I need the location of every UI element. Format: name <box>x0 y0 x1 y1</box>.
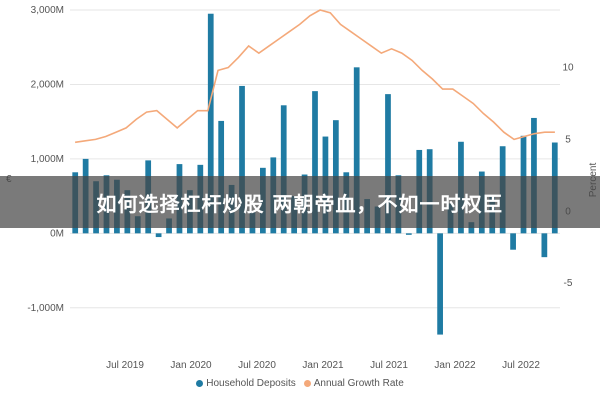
banner-text: 如何选择杠杆炒股 两朝帝血，不如一时权臣 <box>96 191 504 216</box>
bar-household-deposits <box>155 233 162 238</box>
y-left-tick-label: -1,000M <box>27 303 64 314</box>
legend-label: Annual Growth Rate <box>313 378 404 389</box>
legend-label: Household Deposits <box>206 378 296 389</box>
x-tick-label: Jan 2022 <box>434 360 476 371</box>
bar-household-deposits <box>353 67 360 234</box>
bar-household-deposits <box>385 94 391 234</box>
x-tick-label: Jul 2021 <box>370 360 408 371</box>
line-annual-growth-rate <box>74 9 555 144</box>
y-right-tick-label: -5 <box>564 278 573 289</box>
bar-household-deposits <box>405 233 412 235</box>
y-right-tick-label: 10 <box>562 63 574 74</box>
legend-swatch <box>303 380 311 387</box>
bar-household-deposits <box>437 233 443 335</box>
x-tick-label: Jan 2021 <box>302 360 344 371</box>
y-left-tick-label: 1,000M <box>31 154 64 165</box>
bar-household-deposits <box>207 13 214 234</box>
y-right-tick-label: 5 <box>565 134 571 145</box>
bar-household-deposits <box>541 233 548 258</box>
bar-household-deposits <box>510 233 516 250</box>
legend-item: Annual Growth Rate <box>303 378 404 389</box>
y-left-tick-label: 0M <box>50 228 64 239</box>
overlay-banner: 如何选择杠杆炒股 两朝帝血，不如一时权臣 <box>0 176 600 228</box>
bar-household-deposits <box>239 85 245 234</box>
y-left-tick-label: 2,000M <box>31 79 64 90</box>
x-tick-label: Jul 2020 <box>238 360 276 371</box>
x-tick-label: Jul 2019 <box>106 360 144 371</box>
bar-household-deposits <box>312 91 318 234</box>
x-tick-label: Jul 2022 <box>502 360 540 371</box>
legend-item: Household Deposits <box>196 378 296 389</box>
bar-household-deposits <box>531 117 537 234</box>
legend: Household Deposits Annual Growth Rate <box>0 378 600 390</box>
y-left-tick-label: 3,000M <box>31 5 64 16</box>
x-tick-label: Jan 2020 <box>170 360 212 371</box>
bar-household-deposits <box>280 105 287 234</box>
legend-swatch <box>196 380 204 387</box>
